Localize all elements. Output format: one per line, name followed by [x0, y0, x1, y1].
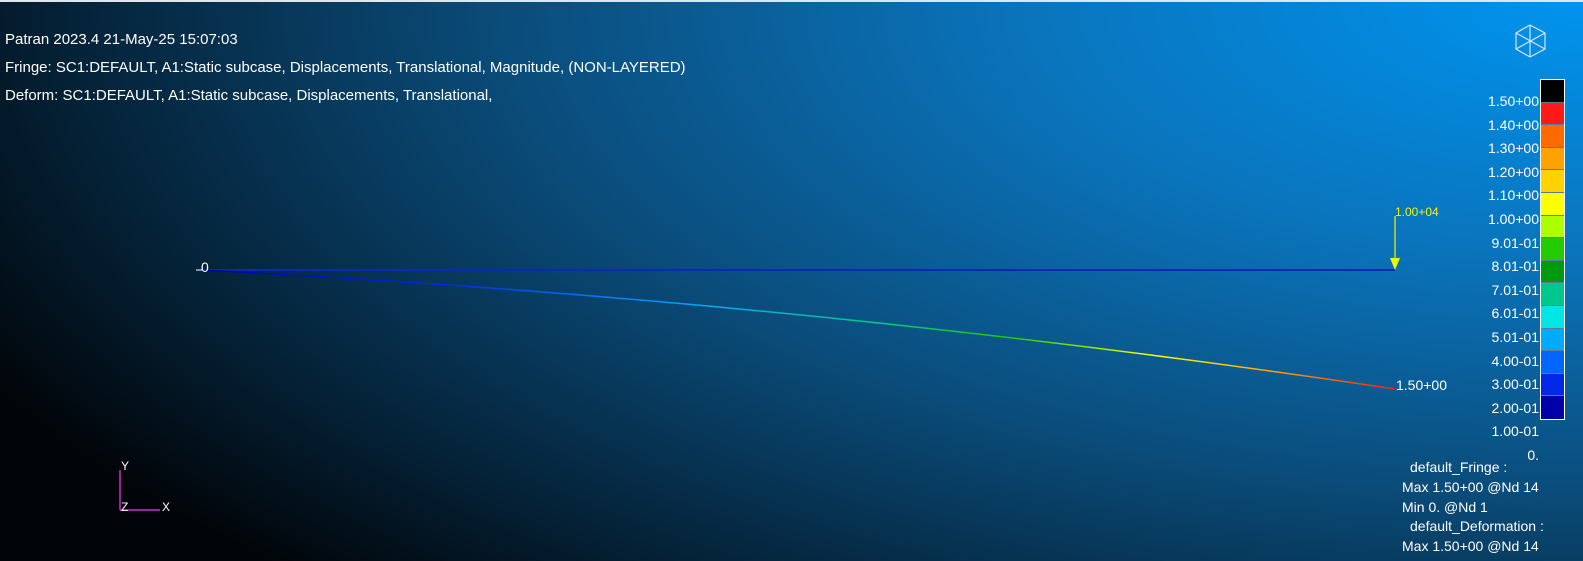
legend-color-box: [1541, 373, 1564, 397]
legend-color-box: [1541, 102, 1564, 126]
legend-color-box: [1541, 260, 1564, 284]
triad-x-label: X: [162, 500, 171, 514]
fringe-legend-bar: [1540, 79, 1565, 420]
legend-value-label: 2.00-01: [1491, 399, 1539, 416]
legend-color-box: [1541, 305, 1564, 329]
legend-color-box: [1541, 170, 1564, 193]
legend-value-label: 8.01-01: [1491, 258, 1539, 275]
legend-color-box: [1541, 192, 1564, 216]
legend-value-label: 5.01-01: [1491, 329, 1539, 345]
legend-value-label: 4.00-01: [1491, 352, 1539, 369]
legend-color-box: [1541, 283, 1564, 306]
legend-value-label: 3.00-01: [1491, 376, 1539, 393]
triad-z-label: Z: [121, 500, 129, 514]
fringe-summary-title: default_Fringe :: [1410, 459, 1508, 475]
title-line: Patran 2023.4 21-May-25 15:07:03: [5, 31, 238, 48]
legend-color-box: [1541, 238, 1564, 261]
deform-description: Deform: SC1:DEFAULT, A1:Static subcase, …: [5, 87, 493, 104]
legend-color-box: [1541, 396, 1564, 419]
load-arrow-head: [1390, 258, 1400, 270]
view-cube-icon[interactable]: [1512, 22, 1548, 60]
legend-value-label: 1.10+00: [1488, 187, 1539, 204]
legend-color-box: [1541, 215, 1564, 239]
legend-color-box: [1541, 80, 1564, 103]
fringe-min: Min 0. @Nd 1: [1402, 499, 1488, 515]
legend-color-box: [1541, 125, 1564, 148]
legend-value-label: 9.01-01: [1491, 234, 1539, 251]
legend-value-label: 0.: [1527, 447, 1539, 463]
origin-node-label: 0: [201, 259, 209, 275]
fringe-max: Max 1.50+00 @Nd 14: [1402, 479, 1539, 495]
load-value-label: 1.00+04: [1395, 205, 1439, 219]
legend-value-label: 1.40+00: [1488, 116, 1539, 133]
triad-y-label: Y: [121, 459, 130, 473]
legend-value-label: 1.20+00: [1488, 163, 1539, 180]
legend-value-label: 1.50+00: [1488, 93, 1539, 109]
legend-color-box: [1541, 351, 1564, 374]
legend-value-label: 1.00-01: [1491, 423, 1539, 440]
legend-value-label: 7.01-01: [1491, 281, 1539, 298]
legend-color-box: [1541, 147, 1564, 171]
deform-summary-title: default_Deformation :: [1410, 518, 1544, 534]
legend-value-label: 6.01-01: [1491, 305, 1539, 322]
legend-value-label: 1.30+00: [1488, 140, 1539, 157]
tip-displacement-label: 1.50+00: [1396, 377, 1447, 393]
deform-max: Max 1.50+00 @Nd 14: [1402, 538, 1539, 554]
legend-value-label: 1.00+00: [1488, 211, 1539, 227]
viewport-top-border: [0, 0, 1583, 2]
deformed-beam: [199, 269, 1396, 390]
legend-color-box: [1541, 328, 1564, 352]
fringe-description: Fringe: SC1:DEFAULT, A1:Static subcase, …: [5, 59, 686, 76]
